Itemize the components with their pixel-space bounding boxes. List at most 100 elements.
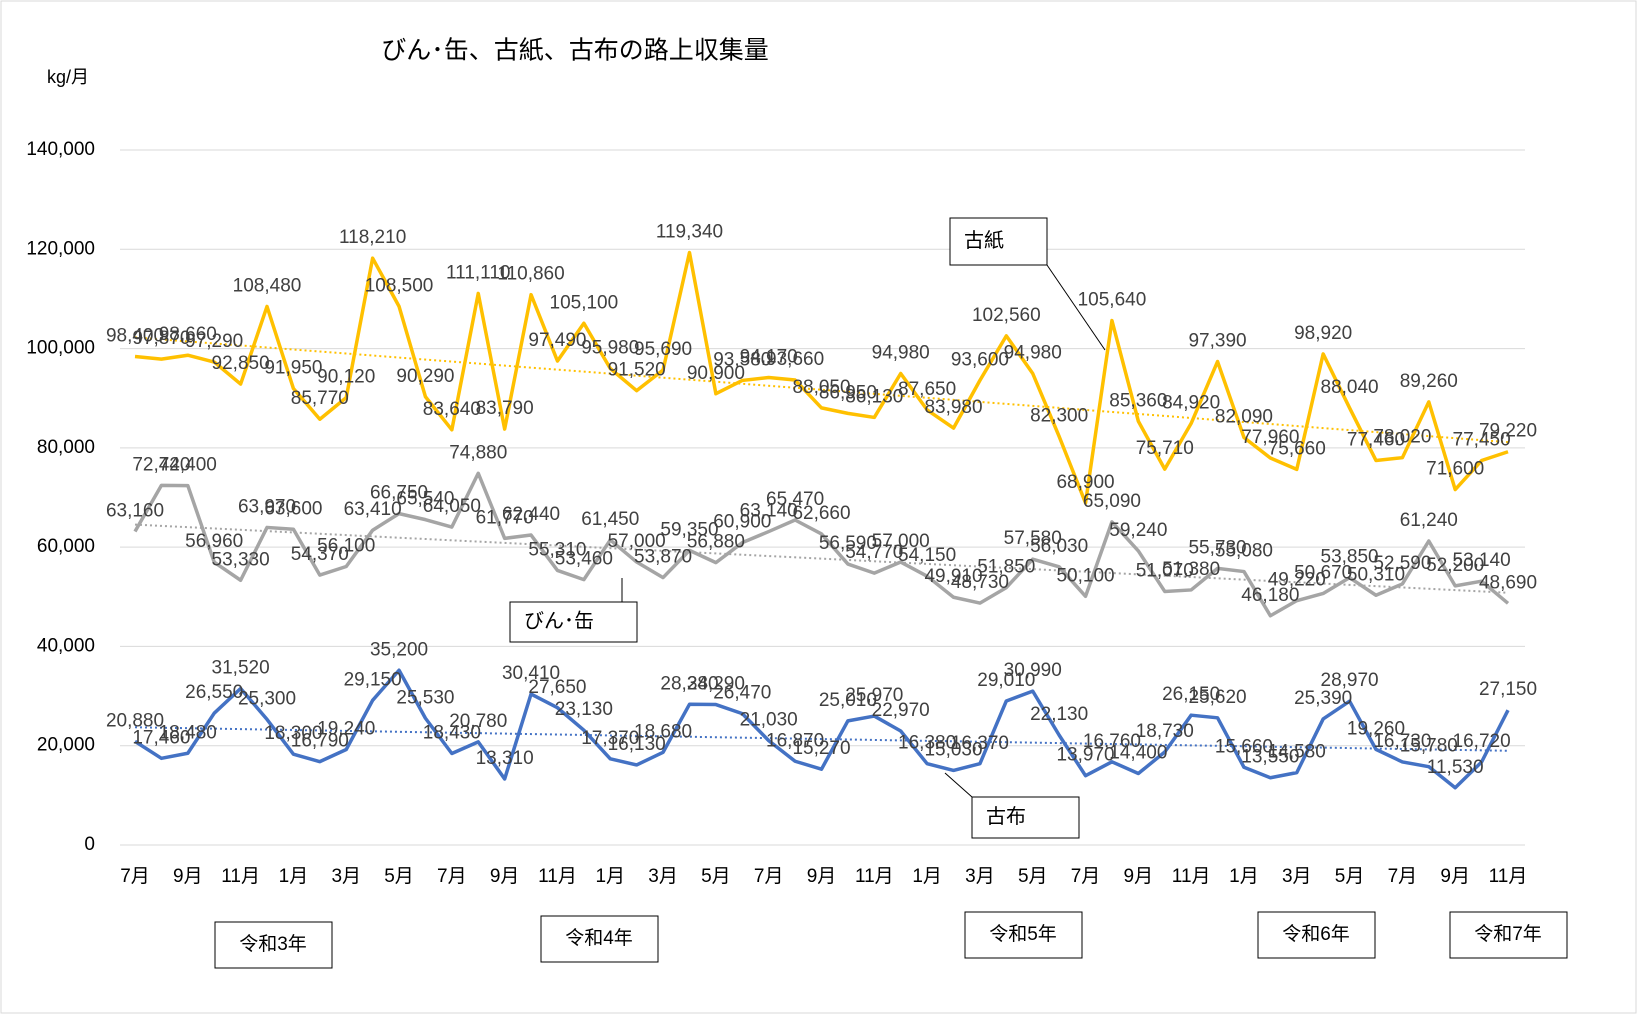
y-tick-label: 0 <box>84 834 95 855</box>
data-label: 19,240 <box>317 719 375 740</box>
data-label: 52,200 <box>1426 555 1484 576</box>
data-label: 94,980 <box>1004 343 1062 364</box>
data-label: 54,150 <box>898 545 956 566</box>
x-tick-label: 11月 <box>1489 866 1528 887</box>
y-tick-label: 100,000 <box>26 338 95 359</box>
data-label: 50,310 <box>1347 564 1405 585</box>
data-label: 53,330 <box>212 549 270 570</box>
data-label: 56,030 <box>1030 536 1088 557</box>
data-label: 15,780 <box>1400 736 1458 757</box>
data-label: 18,480 <box>159 722 217 743</box>
year-box <box>214 921 333 969</box>
data-label: 97,490 <box>528 330 586 351</box>
data-label: 23,130 <box>555 699 613 720</box>
data-label: 65,090 <box>1083 491 1141 512</box>
data-label: 25,530 <box>396 687 454 708</box>
data-label: 27,650 <box>528 677 586 698</box>
y-axis-label: kg/月 <box>47 67 89 87</box>
series-line <box>133 471 1510 618</box>
data-label: 19,260 <box>1347 718 1405 739</box>
data-label: 57,580 <box>1004 528 1062 549</box>
legend-box <box>949 217 1048 266</box>
data-label: 110,860 <box>497 264 564 285</box>
data-label: 53,850 <box>1321 547 1379 568</box>
y-tick-label: 40,000 <box>37 635 95 656</box>
data-label: 91,950 <box>264 358 322 379</box>
callout-leader <box>944 772 973 798</box>
x-tick-label: 3月 <box>965 866 995 887</box>
x-tick-label: 11月 <box>855 866 894 887</box>
x-tick-label: 7月 <box>1071 866 1101 887</box>
data-label: 16,380 <box>898 733 956 754</box>
year-label: 令和7年 <box>1474 923 1542 945</box>
trendline <box>134 523 1509 594</box>
x-tick-label: 7月 <box>754 866 784 887</box>
year-box <box>964 911 1083 959</box>
data-label: 88,050 <box>792 377 850 398</box>
data-label: 95,690 <box>634 339 692 360</box>
data-label: 13,310 <box>476 748 534 769</box>
data-label: 14,580 <box>1268 742 1326 763</box>
data-label: 90,900 <box>687 363 745 384</box>
data-label: 51,850 <box>977 557 1035 578</box>
legend-label: 古布 <box>986 805 1026 828</box>
data-label: 31,520 <box>212 658 270 679</box>
data-label: 18,680 <box>634 721 692 742</box>
data-label: 119,340 <box>656 222 723 243</box>
data-label: 63,600 <box>264 498 322 519</box>
x-tick-label: 7月 <box>437 866 467 887</box>
data-label: 62,660 <box>792 503 850 524</box>
data-label: 55,310 <box>528 539 586 560</box>
callout-leader <box>1046 264 1106 351</box>
data-label: 102,560 <box>972 305 1041 326</box>
data-label: 98,400 <box>106 326 164 347</box>
data-label: 65,540 <box>396 489 454 510</box>
data-label: 29,010 <box>977 670 1035 691</box>
data-label: 71,600 <box>1426 459 1484 480</box>
data-label: 63,140 <box>740 501 798 522</box>
data-label: 53,140 <box>1453 550 1511 571</box>
data-label: 16,760 <box>1083 731 1141 752</box>
data-label: 15,660 <box>1215 736 1273 757</box>
data-label: 74,880 <box>449 442 507 463</box>
data-label: 27,150 <box>1479 679 1537 700</box>
data-label: 98,660 <box>159 324 217 345</box>
x-tick-label: 9月 <box>490 866 520 887</box>
data-label: 82,090 <box>1215 406 1273 427</box>
data-label: 83,980 <box>924 397 982 418</box>
data-label: 16,130 <box>608 734 666 755</box>
data-label: 28,290 <box>687 674 745 695</box>
data-label: 82,300 <box>1030 405 1088 426</box>
x-tick-label: 5月 <box>1335 866 1365 887</box>
data-label: 16,730 <box>1373 731 1431 752</box>
x-tick-label: 1月 <box>912 866 942 887</box>
data-label: 16,790 <box>291 731 349 752</box>
data-label: 53,870 <box>634 547 692 568</box>
legend-box <box>509 601 638 643</box>
data-label: 25,620 <box>1188 687 1246 708</box>
x-tick-label: 3月 <box>331 866 361 887</box>
y-tick-label: 140,000 <box>26 139 95 160</box>
x-tick-label: 7月 <box>1388 866 1418 887</box>
data-label: 59,350 <box>660 519 718 540</box>
data-label: 35,200 <box>370 639 428 660</box>
data-label: 29,150 <box>344 669 402 690</box>
data-label: 85,770 <box>291 388 349 409</box>
x-tick-label: 5月 <box>1018 866 1048 887</box>
x-tick-label: 1月 <box>279 866 309 887</box>
data-label: 28,340 <box>660 673 718 694</box>
data-label: 63,410 <box>344 499 402 520</box>
data-label: 86,130 <box>845 386 903 407</box>
data-label: 118,210 <box>339 227 406 248</box>
data-label: 57,000 <box>608 531 666 552</box>
year-label: 令和6年 <box>1282 923 1350 945</box>
x-tick-label: 11月 <box>538 866 577 887</box>
data-label: 66,750 <box>370 483 428 504</box>
y-tick-label: 120,000 <box>26 238 95 259</box>
data-label: 25,970 <box>845 685 903 706</box>
data-label: 56,100 <box>317 536 375 557</box>
year-box <box>1449 911 1568 959</box>
data-label: 56,960 <box>185 531 243 552</box>
